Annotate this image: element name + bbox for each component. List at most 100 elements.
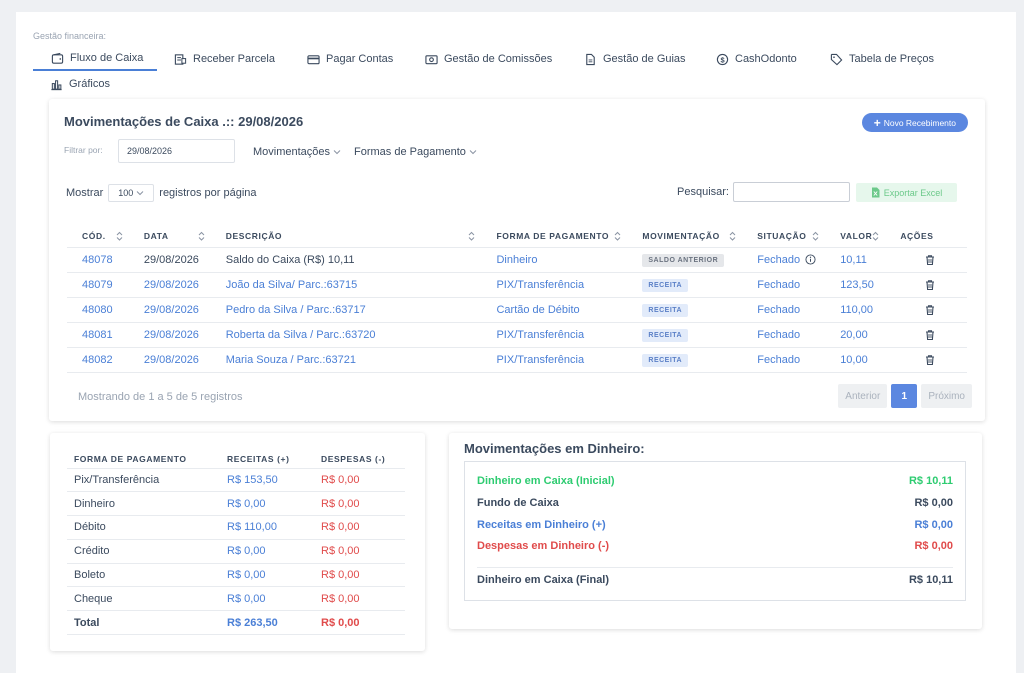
table-row[interactable]: 48081 29/08/2026 Roberta da Silva / Parc…	[67, 322, 967, 348]
trash-icon[interactable]	[924, 254, 936, 266]
cash-label: Receitas em Dinheiro (+)	[477, 519, 606, 531]
cell-receitas: R$ 0,00	[220, 563, 314, 588]
tab-label: Gestão de Comissões	[444, 53, 553, 65]
col-header-data[interactable]: DATA	[128, 225, 211, 248]
search-label: Pesquisar:	[677, 186, 729, 198]
cash-value: R$ 10,11	[908, 574, 953, 586]
formas-pagamento-dropdown[interactable]: Formas de Pagamento	[354, 146, 477, 158]
document-icon	[586, 53, 595, 65]
page-1-button[interactable]: 1	[891, 384, 918, 408]
cell-data: 29/08/2026	[128, 322, 211, 348]
sort-icon	[812, 231, 819, 241]
tab-gestao-de-guias[interactable]: Gestão de Guias	[584, 47, 686, 71]
cell-descricao[interactable]: João da Silva/ Parc.:63715	[210, 272, 482, 298]
search-input[interactable]	[733, 182, 850, 202]
cell-cod[interactable]: 48082	[67, 347, 129, 373]
cell-situacao: Fechado	[742, 347, 826, 373]
sort-icon	[729, 231, 736, 241]
prev-page-button[interactable]: Anterior	[838, 384, 888, 408]
cell-forma: Crédito	[67, 539, 220, 564]
cell-descricao[interactable]: Roberta da Silva / Parc.:63720	[210, 322, 482, 348]
cell-receitas: R$ 0,00	[220, 586, 314, 612]
section-label: Gestão financeira:	[33, 31, 107, 41]
col-header-valor[interactable]: VALOR	[825, 225, 886, 248]
page-title: Movimentações de Caixa .:: 29/08/2026	[64, 114, 304, 129]
tab-cashodonto[interactable]: $ CashOdonto	[716, 47, 797, 71]
cell-despesas: R$ 0,00	[314, 539, 405, 564]
table-row[interactable]: 48079 29/08/2026 João da Silva/ Parc.:63…	[67, 272, 967, 298]
cell-forma: Dinheiro	[481, 247, 628, 273]
info-icon[interactable]	[805, 253, 816, 265]
cell-cod[interactable]: 48081	[67, 322, 129, 348]
wallet-icon	[51, 52, 64, 64]
col-header-forma[interactable]: FORMA DE PAGAMENTO	[481, 225, 628, 248]
cell-receitas: R$ 0,00	[220, 539, 314, 564]
tab-label: Tabela de Preços	[849, 53, 934, 65]
tab-pagar-contas[interactable]: Pagar Contas	[307, 47, 393, 71]
new-receipt-button[interactable]: + Novo Recebimento	[861, 113, 968, 132]
total-label: Total	[67, 610, 220, 636]
tab-receber-parcela[interactable]: Receber Parcela	[174, 47, 275, 71]
movements-table: CÓD. DATA DESCRIÇÃO FORMA DE PAGAMENTO M…	[67, 225, 967, 373]
next-page-button[interactable]: Próximo	[921, 384, 972, 408]
total-row: Total R$ 263,50 R$ 0,00	[67, 610, 405, 636]
cell-forma: PIX/Transferência	[481, 272, 628, 298]
dropdown-label: Formas de Pagamento	[354, 146, 466, 158]
table-row[interactable]: 48082 29/08/2026 Maria Souza / Parc.:637…	[67, 347, 967, 373]
cell-forma: Boleto	[67, 563, 220, 588]
table-row[interactable]: 48080 29/08/2026 Pedro da Silva / Parc.:…	[67, 297, 967, 323]
movimentacoes-dropdown[interactable]: Movimentações	[253, 146, 341, 158]
cell-cod[interactable]: 48079	[67, 272, 129, 298]
total-despesas: R$ 0,00	[314, 610, 405, 636]
payment-summary-table: FORMA DE PAGAMENTO RECEITAS (+) DESPESAS…	[67, 451, 405, 636]
status-badge: RECEITA	[642, 353, 689, 367]
tab-label: Receber Parcela	[193, 53, 275, 65]
cash-row-inicial: Dinheiro em Caixa (Inicial) R$ 10,11	[477, 475, 953, 487]
trash-icon[interactable]	[924, 304, 936, 316]
tab-label: CashOdonto	[735, 53, 797, 65]
bar-chart-icon	[51, 79, 62, 90]
cell-acoes	[885, 297, 967, 323]
chevron-down-icon	[136, 191, 144, 196]
cell-acoes	[885, 322, 967, 348]
page-size-select[interactable]: 100	[108, 184, 155, 202]
tab-gestao-de-comissoes[interactable]: Gestão de Comissões	[425, 47, 552, 71]
tag-icon	[830, 53, 843, 65]
show-label: Mostrar	[66, 187, 104, 199]
page-size-value: 100	[118, 188, 134, 198]
cell-movimentacao: RECEITA	[627, 272, 743, 298]
col-header-movimentacao[interactable]: MOVIMENTAÇÃO	[627, 225, 743, 248]
cell-descricao[interactable]: Pedro da Silva / Parc.:63717	[210, 297, 482, 323]
trash-icon[interactable]	[924, 329, 936, 341]
date-filter-input[interactable]	[118, 139, 235, 163]
cell-descricao[interactable]: Maria Souza / Parc.:63721	[210, 347, 482, 373]
cash-row-receitas: Receitas em Dinheiro (+) R$ 0,00	[477, 519, 953, 531]
tab-graficos[interactable]: Gráficos	[50, 72, 110, 96]
cell-cod[interactable]: 48080	[67, 297, 129, 323]
status-badge: RECEITA	[642, 278, 689, 292]
table-row[interactable]: 48078 29/08/2026 Saldo do Caixa (R$) 10,…	[67, 247, 967, 273]
table-header-row: FORMA DE PAGAMENTO RECEITAS (+) DESPESAS…	[67, 451, 405, 469]
cell-data: 29/08/2026	[128, 297, 211, 323]
records-info: Mostrando de 1 a 5 de 5 registros	[78, 391, 243, 403]
situacao-label: Fechado	[757, 253, 801, 266]
col-header-cod[interactable]: CÓD.	[67, 225, 129, 248]
tab-fluxo-de-caixa[interactable]: Fluxo de Caixa	[33, 47, 157, 71]
trash-icon[interactable]	[924, 354, 936, 366]
export-excel-button[interactable]: Exportar Excel	[856, 183, 957, 202]
cash-value: R$ 0,00	[914, 540, 953, 552]
cell-receitas: R$ 0,00	[220, 491, 314, 517]
col-header-situacao[interactable]: SITUAÇÃO	[742, 225, 826, 248]
trash-icon[interactable]	[924, 279, 936, 291]
col-header-descricao[interactable]: DESCRIÇÃO	[210, 225, 482, 248]
cell-cod[interactable]: 48078	[67, 247, 129, 273]
cash-row-despesas: Despesas em Dinheiro (-) R$ 0,00	[477, 540, 953, 552]
tab-tabela-de-precos[interactable]: Tabela de Preços	[830, 47, 934, 71]
cell-movimentacao: RECEITA	[627, 297, 743, 323]
col-header-despesas: DESPESAS (-)	[314, 451, 405, 469]
money-icon	[425, 54, 438, 64]
cell-despesas: R$ 0,00	[314, 515, 405, 540]
credit-card-icon	[307, 54, 320, 64]
sort-icon	[469, 231, 475, 241]
cell-movimentacao: SALDO ANTERIOR	[627, 247, 743, 273]
